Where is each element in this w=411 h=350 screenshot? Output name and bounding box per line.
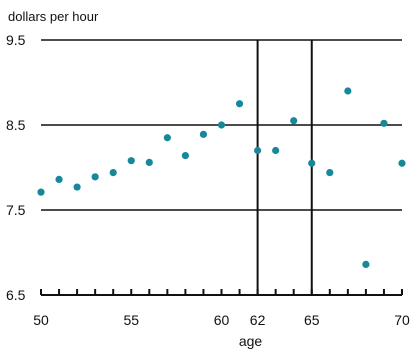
data-point (344, 87, 352, 95)
data-point (398, 159, 406, 167)
data-point (217, 121, 226, 129)
data-point (109, 169, 117, 177)
data-point (254, 146, 262, 155)
data-point (55, 175, 63, 183)
data-point (308, 159, 316, 167)
x-tick-label: 50 (33, 312, 49, 328)
x-axis-title: age (239, 333, 263, 349)
data-point (199, 130, 208, 138)
data-point (362, 260, 370, 268)
x-tick-label: 70 (394, 312, 410, 328)
data-point (380, 119, 388, 127)
x-tick-label: 65 (304, 312, 320, 328)
data-point (37, 188, 45, 196)
data-point (127, 157, 135, 165)
data-point (91, 173, 99, 181)
y-tick-label: 9.5 (6, 32, 26, 48)
data-point (290, 117, 298, 125)
y-tick-label: 8.5 (6, 117, 26, 133)
y-tick-label: 6.5 (6, 287, 26, 303)
data-point (163, 134, 171, 142)
data-point (326, 169, 334, 177)
data-point (145, 158, 153, 166)
y-tick-label: 7.5 (6, 202, 26, 218)
data-point (272, 146, 280, 155)
data-point (181, 152, 189, 160)
x-tick-label: 60 (214, 312, 230, 328)
x-tick-label: 62 (250, 312, 266, 328)
y-axis-unit-label: dollars per hour (8, 9, 99, 24)
x-tick-label: 55 (123, 312, 139, 328)
data-point (73, 183, 81, 191)
data-point (235, 100, 244, 108)
